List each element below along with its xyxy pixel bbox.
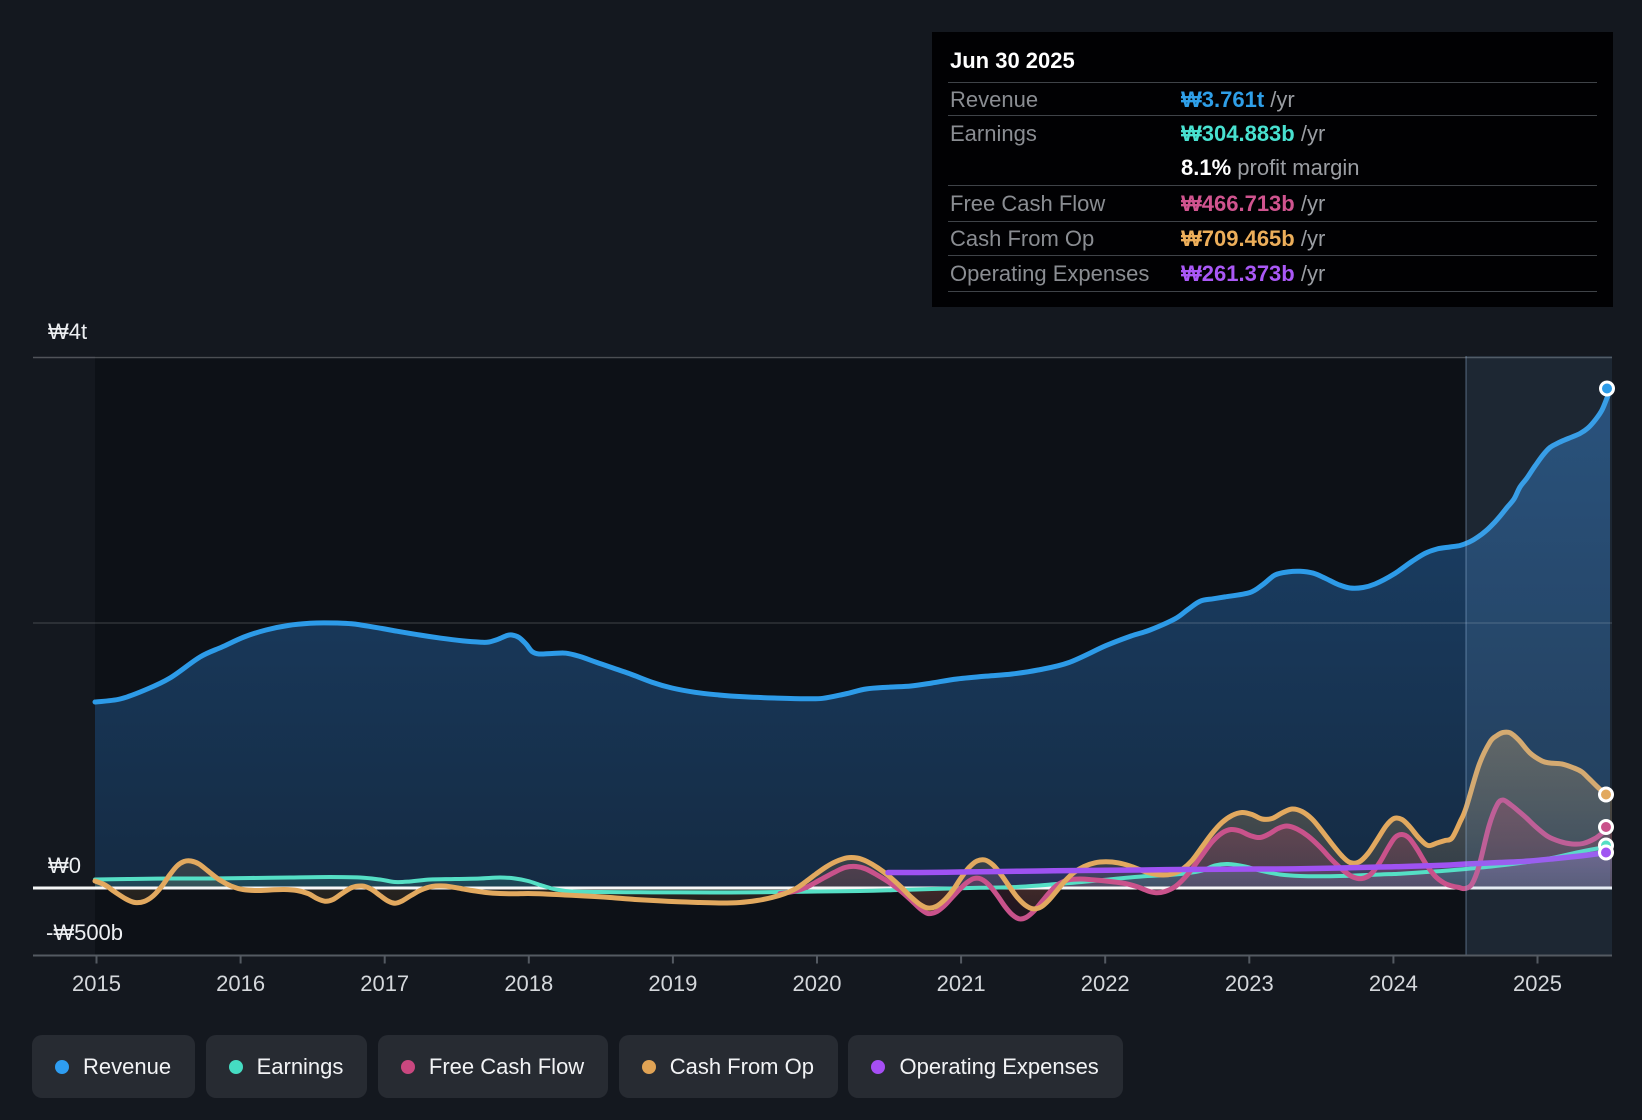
svg-text:2020: 2020 [793, 971, 842, 996]
svg-text:₩0: ₩0 [48, 853, 81, 878]
svg-text:2015: 2015 [72, 971, 121, 996]
svg-text:-₩500b: -₩500b [46, 920, 123, 945]
svg-text:2024: 2024 [1369, 971, 1418, 996]
svg-text:2025: 2025 [1513, 971, 1562, 996]
svg-text:2022: 2022 [1081, 971, 1130, 996]
svg-text:2016: 2016 [216, 971, 265, 996]
svg-text:2017: 2017 [360, 971, 409, 996]
svg-text:2023: 2023 [1225, 971, 1274, 996]
svg-text:₩4t: ₩4t [48, 319, 87, 344]
svg-text:2018: 2018 [504, 971, 553, 996]
svg-text:2019: 2019 [648, 971, 697, 996]
svg-text:2021: 2021 [937, 971, 986, 996]
